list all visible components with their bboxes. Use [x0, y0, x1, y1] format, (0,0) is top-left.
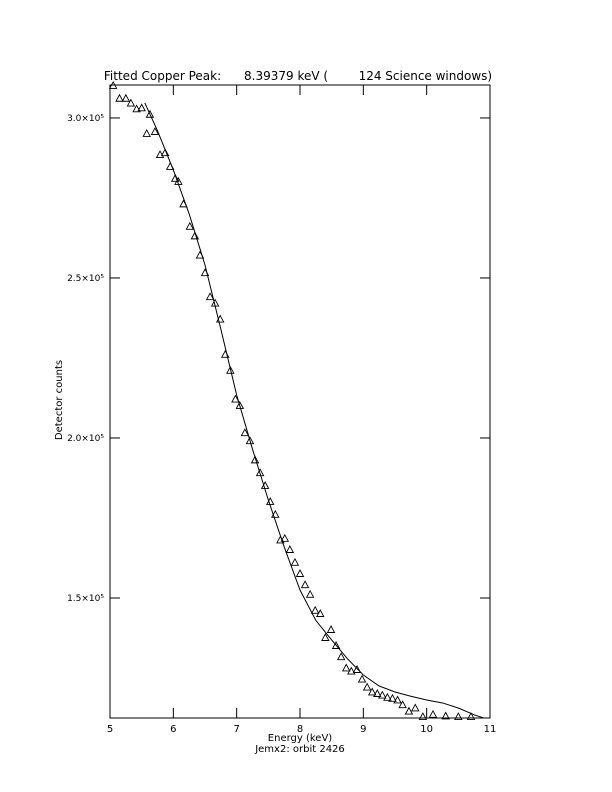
- x-tick-label: 6: [170, 724, 176, 735]
- data-point: [205, 292, 215, 301]
- x-tick-label: 10: [420, 724, 433, 735]
- data-point: [326, 625, 336, 633]
- data-point: [126, 98, 136, 107]
- data-point: [255, 468, 265, 477]
- y-tick-label: 2.5×10⁵: [67, 274, 104, 284]
- data-point: [142, 129, 151, 137]
- data-point: [285, 545, 295, 553]
- data-point: [367, 687, 377, 696]
- data-point: [245, 436, 255, 445]
- data-point: [428, 709, 438, 718]
- chart-title: Fitted Copper Peak: 8.39379 keV ( 124 Sc…: [104, 69, 492, 83]
- data-point: [321, 633, 330, 641]
- data-point: [388, 693, 397, 702]
- data-point: [357, 674, 367, 683]
- x-tick-label: 7: [233, 724, 239, 735]
- x-tick-label: 5: [107, 724, 113, 735]
- data-point: [404, 706, 414, 715]
- data-point: [383, 692, 392, 701]
- data-point: [418, 712, 428, 720]
- data-point: [331, 641, 341, 649]
- subtitle: Jemx2: orbit 2426: [254, 744, 345, 755]
- data-point: [240, 428, 250, 437]
- data-point: [398, 700, 407, 709]
- data-point: [305, 589, 315, 598]
- data-point: [150, 127, 160, 135]
- plot-frame: [109, 84, 491, 719]
- data-point: [155, 150, 165, 159]
- data-point: [115, 93, 124, 102]
- data-point: [290, 557, 300, 566]
- data-point: [300, 580, 310, 589]
- y-tick-label: 1.5×10⁵: [67, 594, 104, 604]
- data-point: [411, 703, 420, 712]
- data-point: [185, 221, 195, 230]
- data-point: [121, 93, 131, 102]
- data-point: [137, 103, 146, 112]
- data-point: [347, 666, 356, 675]
- data-point: [352, 665, 362, 673]
- x-axis-label: Energy (keV): [268, 733, 333, 744]
- y-tick-label: 2.0×10⁵: [67, 434, 104, 444]
- data-point: [316, 609, 325, 617]
- data-point: [108, 81, 118, 89]
- data-point: [362, 682, 372, 691]
- data-point: [466, 712, 476, 720]
- data-point: [145, 109, 155, 118]
- data-point: [441, 711, 450, 720]
- data-point: [280, 533, 290, 542]
- data-point: [231, 394, 240, 403]
- data-point: [250, 455, 260, 464]
- data-point: [170, 173, 180, 182]
- data-point: [295, 569, 305, 577]
- data-point: [132, 104, 141, 113]
- data-point: [226, 365, 235, 374]
- data-point: [336, 652, 346, 661]
- data-point: [310, 605, 320, 614]
- y-tick-label: 3.0×10⁵: [67, 114, 104, 124]
- data-point: [235, 401, 245, 409]
- data-point: [378, 690, 387, 699]
- fit-line: [144, 102, 484, 719]
- y-axis-label: Detector counts: [54, 360, 65, 440]
- x-tick-label: 8: [297, 724, 303, 735]
- data-point: [341, 663, 351, 672]
- x-tick-label: 11: [484, 724, 497, 735]
- data-point: [373, 689, 382, 697]
- data-point: [160, 148, 170, 157]
- data-point: [454, 712, 463, 720]
- x-tick-label: 9: [360, 724, 366, 735]
- data-point: [190, 231, 200, 240]
- data-point: [393, 695, 402, 704]
